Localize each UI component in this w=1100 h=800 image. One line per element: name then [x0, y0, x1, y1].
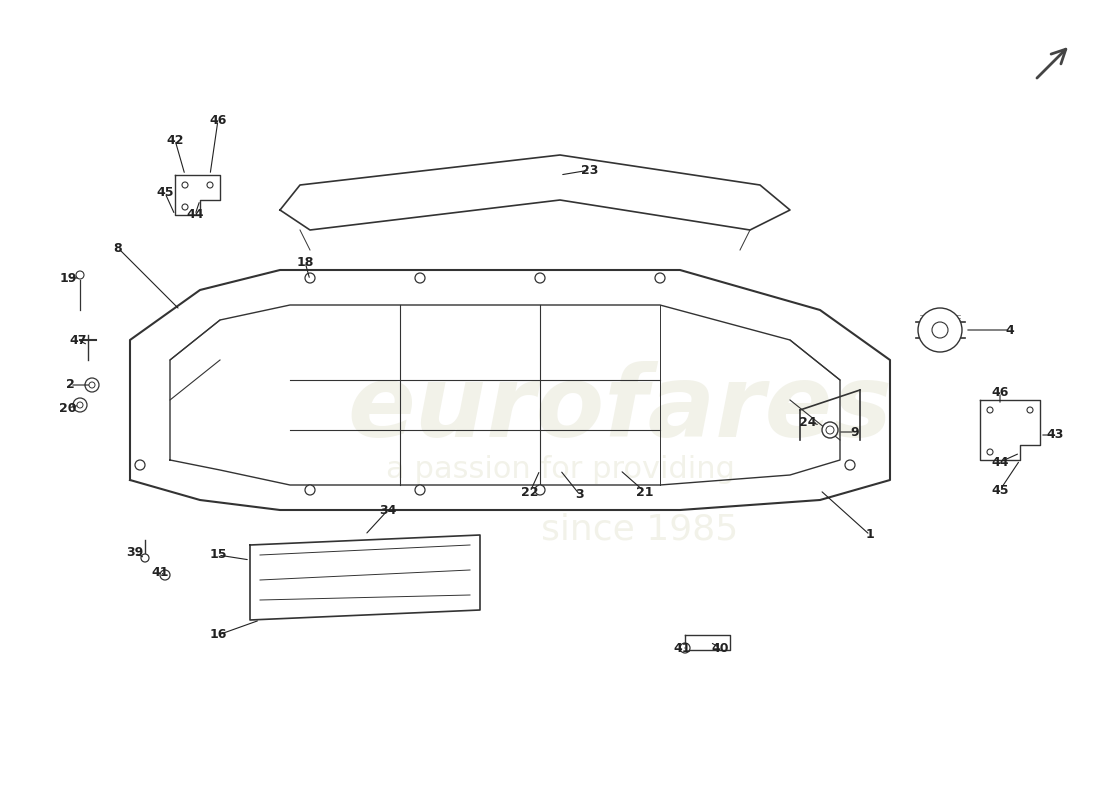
Circle shape — [305, 485, 315, 495]
Circle shape — [535, 485, 544, 495]
Text: 2: 2 — [66, 378, 75, 391]
Text: 34: 34 — [379, 503, 397, 517]
Text: 3: 3 — [575, 489, 584, 502]
Text: 44: 44 — [991, 455, 1009, 469]
Text: 39: 39 — [126, 546, 144, 559]
Circle shape — [73, 398, 87, 412]
Circle shape — [135, 460, 145, 470]
Circle shape — [77, 402, 82, 408]
Text: a passion for providing: a passion for providing — [386, 455, 735, 485]
Text: 43: 43 — [1046, 429, 1064, 442]
Text: 22: 22 — [521, 486, 539, 498]
Text: 1: 1 — [866, 529, 874, 542]
Text: 42: 42 — [166, 134, 184, 146]
Text: 45: 45 — [156, 186, 174, 199]
Text: 21: 21 — [636, 486, 653, 498]
Text: 40: 40 — [712, 642, 728, 654]
Text: 45: 45 — [991, 483, 1009, 497]
Circle shape — [932, 322, 948, 338]
Text: since 1985: since 1985 — [541, 513, 738, 547]
Circle shape — [76, 271, 84, 279]
Text: 20: 20 — [59, 402, 77, 414]
Circle shape — [845, 460, 855, 470]
Circle shape — [141, 554, 149, 562]
Circle shape — [415, 273, 425, 283]
Text: 4: 4 — [1005, 323, 1014, 337]
Circle shape — [680, 643, 690, 653]
Text: 44: 44 — [186, 209, 204, 222]
Text: 19: 19 — [59, 271, 77, 285]
Circle shape — [160, 570, 170, 580]
Text: 9: 9 — [850, 426, 859, 438]
Circle shape — [415, 485, 425, 495]
Text: 15: 15 — [209, 549, 227, 562]
Text: 8: 8 — [113, 242, 122, 254]
Text: eurofares: eurofares — [348, 362, 892, 458]
Text: 46: 46 — [209, 114, 227, 126]
Circle shape — [654, 273, 666, 283]
Text: 23: 23 — [581, 163, 598, 177]
Circle shape — [89, 382, 95, 388]
Text: 24: 24 — [800, 415, 816, 429]
Circle shape — [826, 426, 834, 434]
Circle shape — [822, 422, 838, 438]
Text: 16: 16 — [209, 629, 227, 642]
Circle shape — [85, 378, 99, 392]
Text: 18: 18 — [296, 255, 314, 269]
Circle shape — [918, 308, 962, 352]
Circle shape — [535, 273, 544, 283]
Text: 46: 46 — [991, 386, 1009, 398]
Text: 47: 47 — [69, 334, 87, 346]
Circle shape — [305, 273, 315, 283]
Text: 41: 41 — [673, 642, 691, 654]
Text: 41: 41 — [152, 566, 168, 578]
